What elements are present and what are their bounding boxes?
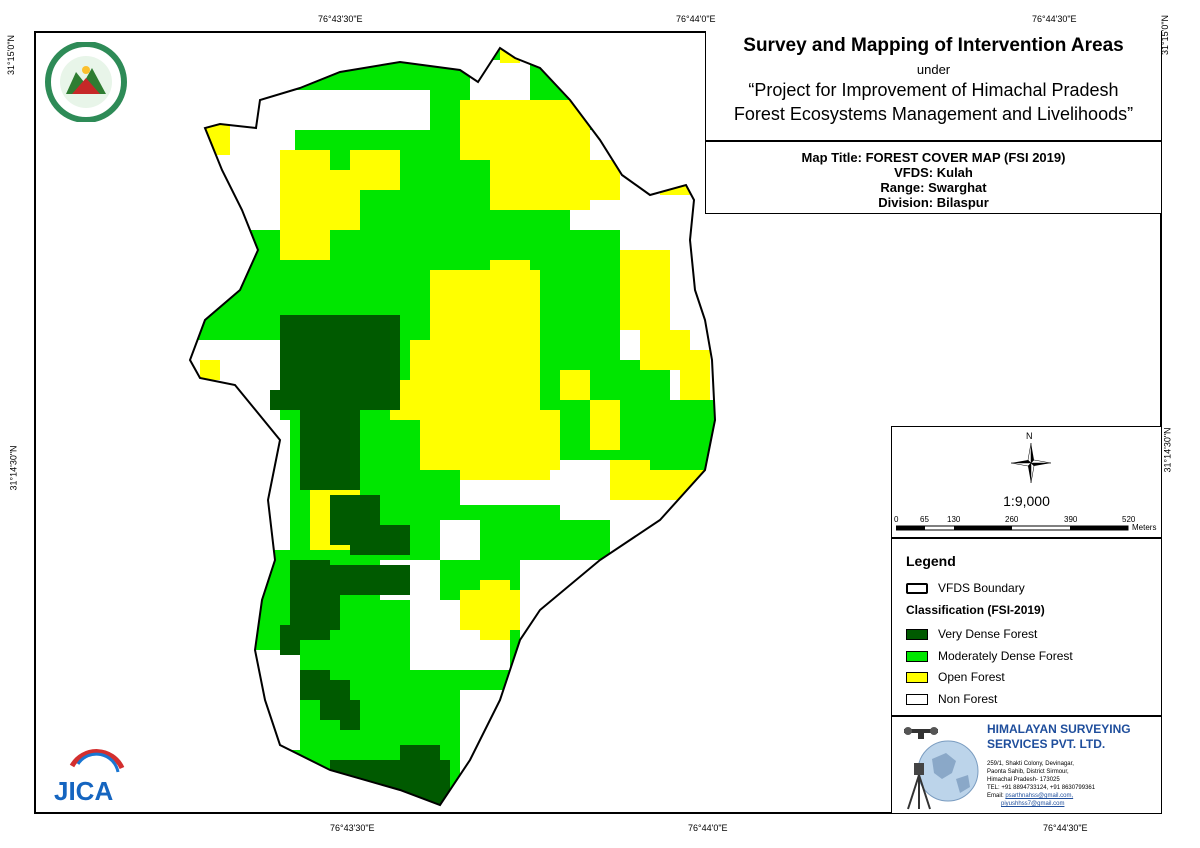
legend-title: Legend (906, 553, 956, 569)
very-dense-swatch (906, 628, 928, 640)
coord-bottom-1: 76°43'30"E (330, 823, 375, 833)
scale-box: N 1:9,000 0 65 130 260 390 520 Meters (891, 426, 1162, 538)
scale-tick-65: 65 (920, 515, 929, 524)
map-frame (34, 31, 1162, 814)
project-title-line-2: Forest Ecosystems Management and Livelih… (733, 104, 1134, 124)
vfds-label: VFDS: Kulah (894, 165, 973, 180)
scale-ratio: 1:9,000 (1003, 493, 1050, 509)
address-line-1: 259/1, Shakti Colony, Devinagar, (987, 761, 1074, 767)
very-dense-forest-areas (270, 315, 450, 805)
coord-bottom-3: 76°44'30"E (1043, 823, 1088, 833)
north-label: N (1026, 431, 1033, 441)
coord-top-3: 76°44'30"E (1032, 14, 1077, 24)
address-line-3: Himachal Pradesh- 173025 (987, 777, 1060, 783)
legend-item-boundary: VFDS Boundary (906, 581, 1025, 595)
company-address: 259/1, Shakti Colony, Devinagar, Paonta … (987, 760, 1095, 808)
company-box: HIMALAYAN SURVEYING SERVICES PVT. LTD. 2… (891, 716, 1162, 814)
scale-tick-260: 260 (1005, 515, 1019, 524)
open-forest-swatch (906, 671, 928, 683)
legend-class-label: Non Forest (938, 692, 998, 706)
scale-units: Meters (1132, 523, 1157, 532)
range-label: Range: Swarghat (880, 180, 987, 195)
jica-logo: JICA (54, 749, 125, 803)
legend-class-label: Very Dense Forest (938, 627, 1038, 641)
map-info-box: Map Title: FOREST COVER MAP (FSI 2019) V… (705, 141, 1162, 214)
scale-tick-520: 520 (1122, 515, 1136, 524)
legend-item-open: Open Forest (906, 670, 1005, 684)
title-under: under (916, 62, 951, 77)
forest-department-logo (45, 42, 127, 122)
non-forest-swatch (906, 693, 928, 705)
company-email-line-2: piyushhss7@gmail.com (987, 800, 1095, 808)
svg-text:JICA: JICA (54, 776, 113, 803)
company-name: HIMALAYAN SURVEYING SERVICES PVT. LTD. (987, 722, 1131, 752)
email-label: Email: (987, 793, 1004, 799)
scale-tick-390: 390 (1064, 515, 1078, 524)
legend-box: Legend VFDS Boundary Classification (FSI… (891, 538, 1162, 716)
division-label: Division: Bilaspur (878, 195, 989, 210)
company-name-line-2: SERVICES PVT. LTD. (987, 737, 1106, 751)
moderately-dense-swatch (906, 650, 928, 662)
email-link-1[interactable]: psarthnahss@gmail.com, (1005, 793, 1074, 799)
legend-class-label: Moderately Dense Forest (938, 649, 1073, 663)
scale-tick-0: 0 (894, 515, 899, 524)
project-title-line-1: “Project for Improvement of Himachal Pra… (748, 80, 1119, 100)
company-name-line-1: HIMALAYAN SURVEYING (987, 722, 1131, 736)
company-globe-logo (904, 727, 979, 810)
title-box: Survey and Mapping of Intervention Areas… (705, 31, 1162, 141)
company-email-line: Email: psarthnahss@gmail.com, (987, 792, 1095, 800)
coord-top-2: 76°44'0"E (676, 14, 716, 24)
legend-item-very-dense: Very Dense Forest (906, 627, 1037, 641)
boundary-swatch (906, 582, 928, 594)
company-tel: TEL: +91 8894733124, +91 8630799361 (987, 785, 1096, 791)
scale-bar (896, 525, 1129, 531)
classification-title: Classification (FSI-2019) (906, 603, 1045, 617)
email-link-2[interactable]: piyushhss7@gmail.com (1001, 801, 1065, 807)
map-main-title: Survey and Mapping of Intervention Areas (743, 35, 1124, 56)
vfds-boundary (188, 46, 717, 807)
map-title-label: Map Title: FOREST COVER MAP (FSI 2019) (801, 150, 1066, 165)
legend-item-non-forest: Non Forest (906, 692, 997, 706)
coord-bottom-2: 76°44'0"E (688, 823, 728, 833)
scale-tick-130: 130 (947, 515, 961, 524)
address-line-2: Paonta Sahib, District Sirmour, (987, 769, 1069, 775)
coord-top-1: 76°43'30"E (318, 14, 363, 24)
legend-item-moderately-dense: Moderately Dense Forest (906, 649, 1073, 663)
legend-class-label: Open Forest (938, 670, 1005, 684)
north-arrow-icon (1010, 442, 1052, 484)
legend-boundary-label: VFDS Boundary (938, 581, 1025, 595)
